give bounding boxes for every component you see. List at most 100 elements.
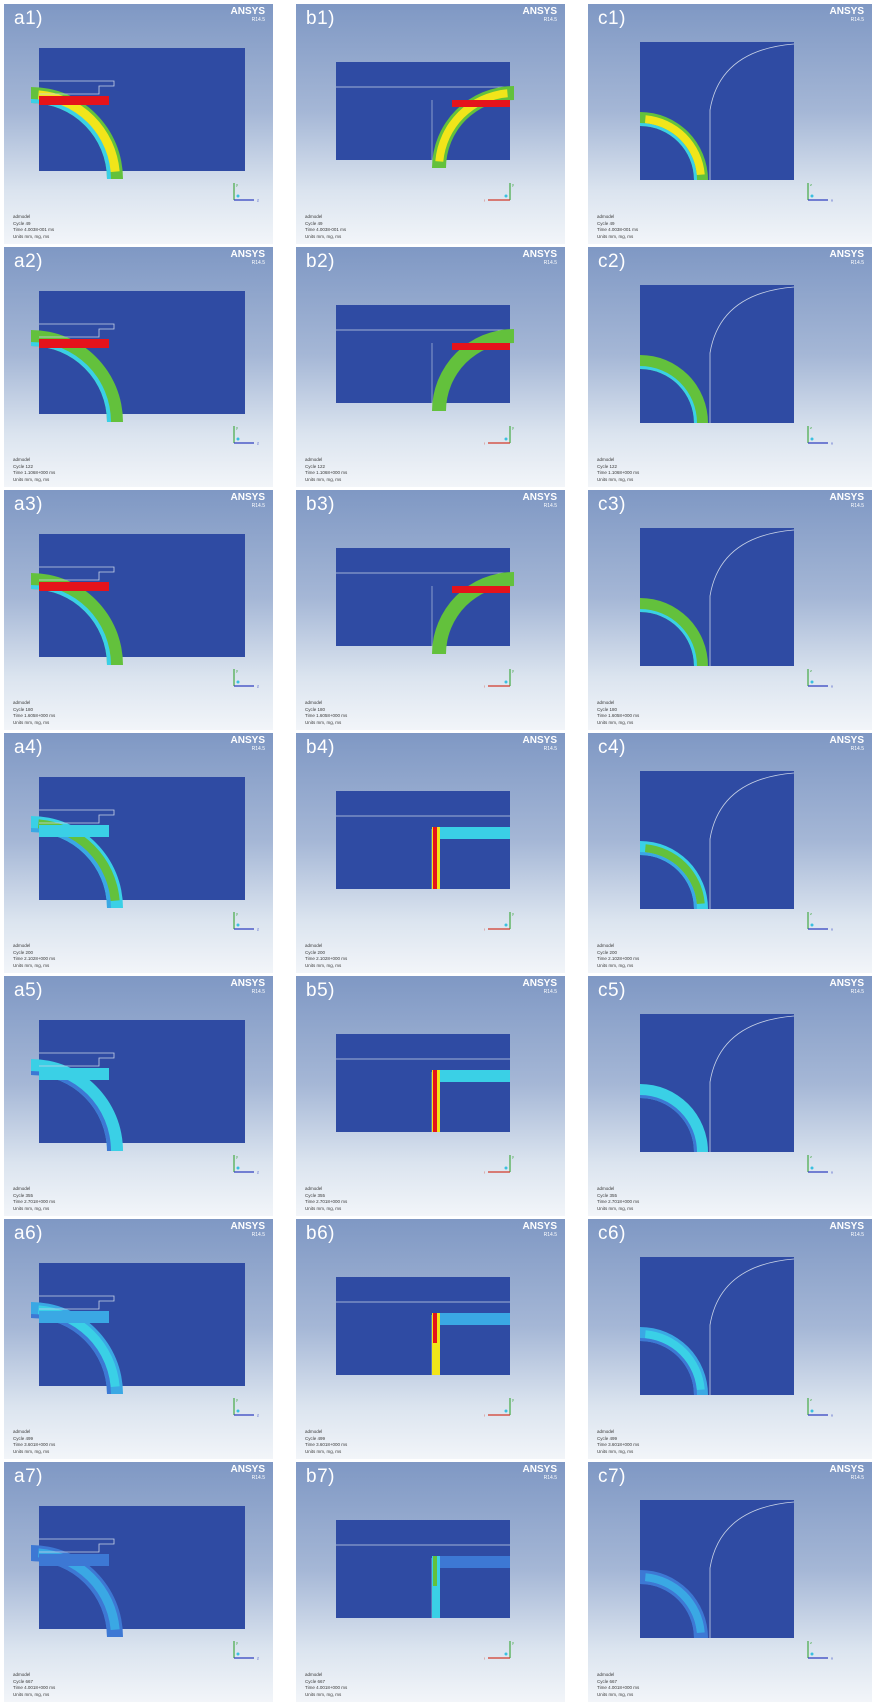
axis-triad-icon: yx	[484, 182, 514, 203]
model-label: admodel	[597, 1429, 615, 1434]
brand-version: R14.5	[543, 260, 557, 266]
ansys-logo: ANSYS R14.5	[230, 1464, 265, 1482]
units-text: Units mm, mg, ms	[305, 719, 342, 725]
simulation-info: admodel Cycle 49 Time 4.0038-001 ms Units m…	[597, 214, 638, 240]
axis-letter-vertical: z	[810, 1154, 812, 1159]
simulation-info: admodel Cycle 180 Time 1.6058+000 ms Units …	[597, 700, 639, 726]
units-text: Units mm, mg, ms	[305, 1448, 342, 1454]
axis-letter-horizontal: z	[257, 927, 259, 932]
axis-letter-horizontal: x	[484, 198, 485, 203]
axis-letter-horizontal: x	[831, 441, 833, 446]
axis-triad-icon: yx	[484, 911, 514, 932]
sim-panel-c2: c2) ANSYS R14.5 admodel Cycle 122 Time 1.1068…	[588, 247, 872, 487]
brand-name: ANSYS	[522, 6, 557, 17]
cycle-text: Cycle 122	[13, 463, 34, 469]
simulation-info: admodel Cycle 122 Time 1.1068+000 ms Units …	[305, 457, 347, 483]
contour-plot	[640, 285, 795, 423]
axis-triad-icon: yx	[484, 668, 514, 689]
units-text: Units mm, mg, ms	[597, 1691, 634, 1697]
sim-panel-b6: b6) ANSYS R14.5 admodel Cycle 499 Time 3.6018…	[296, 1219, 565, 1459]
simulation-info: admodel Cycle 180 Time 1.6058+000 ms Units …	[305, 700, 347, 726]
time-text: Time 2.1028+000 ms	[597, 956, 640, 961]
units-text: Units mm, mg, ms	[13, 1691, 50, 1697]
model-label: admodel	[597, 700, 615, 705]
sim-panel-a5: a5) ANSYS R14.5 admodel Cycle 355 Time 2.7018…	[4, 976, 273, 1216]
brand-version: R14.5	[251, 989, 265, 995]
axis-triad-icon: yz	[233, 1640, 259, 1661]
cycle-text: Cycle 499	[597, 1435, 618, 1441]
brand-version: R14.5	[251, 1232, 265, 1238]
axis-letter-horizontal: z	[257, 1656, 259, 1661]
contour-plot	[336, 1520, 510, 1618]
time-text: Time 3.6018+000 ms	[597, 1442, 640, 1447]
axis-letter-vertical: y	[236, 182, 238, 187]
time-text: Time 1.6058+000 ms	[13, 713, 56, 718]
units-text: Units mm, mg, ms	[305, 233, 342, 239]
simulation-info: admodel Cycle 667 Time 4.0018+000 ms Units …	[305, 1672, 347, 1698]
simulation-info: admodel Cycle 200 Time 2.1028+000 ms Units …	[13, 943, 55, 969]
sim-panel-c4: c4) ANSYS R14.5 admodel Cycle 200 Time 2.1028…	[588, 733, 872, 973]
brand-name: ANSYS	[230, 978, 265, 989]
brand-name: ANSYS	[522, 978, 557, 989]
panel-label: c7)	[598, 1466, 626, 1487]
time-text: Time 1.1068+000 ms	[13, 470, 56, 475]
cycle-text: Cycle 122	[597, 463, 618, 469]
simulation-domain	[336, 548, 514, 654]
sim-panel-a1: a1) ANSYS R14.5 admodel Cycle 49 Time 4.0038-…	[4, 4, 273, 244]
units-text: Units mm, mg, ms	[597, 1448, 634, 1454]
simulation-domain	[336, 1520, 510, 1618]
axis-triad-icon: zx	[807, 425, 833, 446]
units-text: Units mm, mg, ms	[597, 233, 634, 239]
axis-letter-horizontal: x	[831, 684, 833, 689]
panel-label: b2)	[306, 251, 335, 272]
simulation-domain	[640, 528, 795, 666]
axis-triad-icon: yz	[233, 668, 259, 689]
sim-panel-c3: c3) ANSYS R14.5 admodel Cycle 180 Time 1.6058…	[588, 490, 872, 730]
panel-label: a1)	[14, 8, 43, 29]
sim-panel-b2: b2) ANSYS R14.5 admodel Cycle 122 Time 1.1068…	[296, 247, 565, 487]
sim-panel-c1: c1) ANSYS R14.5 admodel Cycle 49 Time 4.0038-…	[588, 4, 872, 244]
simulation-info: admodel Cycle 667 Time 4.0018+000 ms Units …	[13, 1672, 55, 1698]
brand-version: R14.5	[850, 1475, 864, 1481]
cycle-text: Cycle 355	[597, 1192, 618, 1198]
simulation-domain	[336, 1034, 510, 1132]
time-text: Time 2.7018+000 ms	[305, 1199, 348, 1204]
axis-letter-horizontal: z	[257, 1170, 259, 1175]
brand-version: R14.5	[543, 1475, 557, 1481]
simulation-domain	[640, 1014, 795, 1152]
panel-label: a3)	[14, 494, 43, 515]
brand-name: ANSYS	[829, 1221, 864, 1232]
brand-name: ANSYS	[522, 735, 557, 746]
cycle-text: Cycle 49	[13, 220, 31, 226]
ansys-logo: ANSYS R14.5	[830, 736, 864, 753]
model-label: admodel	[13, 700, 31, 705]
sim-panel-c5: c5) ANSYS R14.5 admodel Cycle 355 Time 2.7018…	[588, 976, 872, 1216]
brand-version: R14.5	[251, 503, 265, 509]
axis-triad-icon: yx	[484, 1397, 514, 1418]
units-text: Units mm, mg, ms	[13, 233, 50, 239]
ansys-logo: ANSYS R14.5	[830, 979, 864, 996]
axis-triad-icon: yz	[233, 1154, 259, 1175]
units-text: Units mm, mg, ms	[597, 476, 634, 482]
model-label: admodel	[13, 1672, 31, 1677]
panel-label: c6)	[598, 1223, 626, 1244]
units-text: Units mm, mg, ms	[597, 962, 634, 968]
axis-letter-horizontal: x	[484, 684, 485, 689]
axis-letter-vertical: y	[236, 1397, 238, 1402]
axis-triad-icon: zx	[807, 911, 833, 932]
time-text: Time 2.1028+000 ms	[13, 956, 56, 961]
axis-letter-horizontal: x	[484, 441, 485, 446]
brand-name: ANSYS	[230, 1464, 265, 1475]
axis-letter-horizontal: x	[831, 927, 833, 932]
ansys-logo: ANSYS R14.5	[231, 736, 265, 753]
axis-triad-icon: zx	[807, 1154, 833, 1175]
ansys-logo: ANSYS R14.5	[231, 7, 265, 24]
brand-name: ANSYS	[829, 6, 864, 17]
axis-triad-icon: yz	[233, 1397, 259, 1418]
cycle-text: Cycle 355	[305, 1192, 326, 1198]
cycle-text: Cycle 667	[305, 1678, 326, 1684]
units-text: Units mm, mg, ms	[305, 1691, 342, 1697]
cycle-text: Cycle 200	[597, 949, 618, 955]
contour-plot	[640, 528, 795, 666]
